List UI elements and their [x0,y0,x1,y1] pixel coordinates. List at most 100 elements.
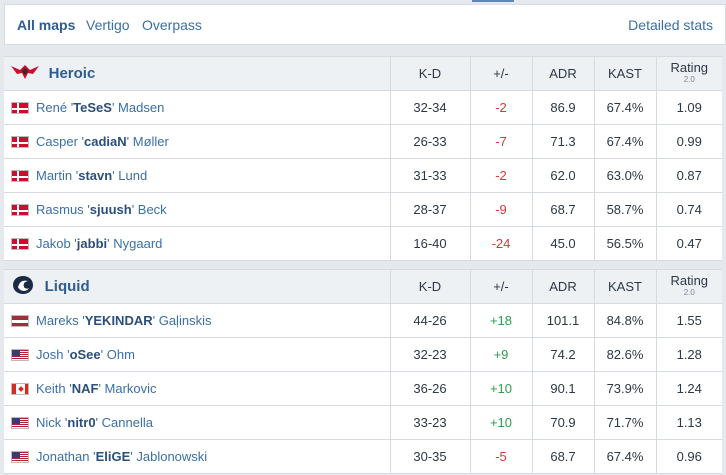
table-row: Keith 'NAF' Markovic 36-26 +10 90.1 73.9… [4,371,722,406]
kast-value: 63.0% [593,158,656,193]
adr-value: 70.9 [531,405,594,440]
col-adr: ADR [531,56,594,91]
adr-value: 68.7 [531,439,594,474]
tab-all-maps[interactable]: All maps [17,17,76,33]
player-link[interactable]: Martin 'stavn' Lund [36,168,148,184]
plus-minus-value: +10 [469,405,532,440]
player-link[interactable]: René 'TeSeS' Madsen [36,100,165,116]
table-row: Josh 'oSee' Ohm 32-23 +9 74.2 82.6% 1.28 [4,337,722,372]
player-link[interactable]: Josh 'oSee' Ohm [36,347,135,363]
col-kd: K-D [389,269,470,304]
player-link[interactable]: Rasmus 'sjuush' Beck [36,202,167,218]
map-tabs-bar: All maps Vertigo Overpass Detailed stats [4,4,726,45]
col-kast: KAST [593,269,656,304]
denmark-flag-icon [11,102,29,115]
col-plus-minus: +/- [469,269,532,304]
kd-value: 28-37 [389,192,470,227]
adr-value: 101.1 [531,303,594,338]
kast-value: 67.4% [593,90,656,125]
col-kast: KAST [593,56,656,91]
adr-value: 71.3 [531,124,594,159]
table-row: Rasmus 'sjuush' Beck 28-37 -9 68.7 58.7%… [4,192,722,227]
rating-value: 0.74 [655,192,722,227]
table-header: Liquid K-D +/- ADR KAST Rating 2.0 [4,269,722,304]
adr-value: 62.0 [531,158,594,193]
kast-value: 71.7% [593,405,656,440]
table-row: Jonathan 'EliGE' Jablonowski 30-35 -5 68… [4,439,722,474]
plus-minus-value: -9 [469,192,532,227]
table-row: Jakob 'jabbi' Nygaard 16-40 -24 45.0 56.… [4,226,722,261]
table-row: René 'TeSeS' Madsen 32-34 -2 86.9 67.4% … [4,90,722,125]
rating-value: 0.87 [655,158,722,193]
plus-minus-value: +9 [469,337,532,372]
plus-minus-value: -24 [469,226,532,261]
player-cell: Martin 'stavn' Lund [4,158,390,193]
adr-value: 74.2 [531,337,594,372]
usa-flag-icon [11,451,29,464]
player-link[interactable]: Jonathan 'EliGE' Jablonowski [36,449,208,465]
table-row: Casper 'cadiaN' Møller 26-33 -7 71.3 67.… [4,124,722,159]
latvia-flag-icon [11,315,29,328]
tab-vertigo[interactable]: Vertigo [86,17,130,33]
kast-value: 82.6% [593,337,656,372]
player-cell: René 'TeSeS' Madsen [4,90,390,125]
player-cell: Casper 'cadiaN' Møller [4,124,390,159]
tab-overpass[interactable]: Overpass [142,17,202,33]
denmark-flag-icon [11,136,29,149]
plus-minus-value: +18 [469,303,532,338]
kast-value: 84.8% [593,303,656,338]
player-link[interactable]: Casper 'cadiaN' Møller [36,134,169,150]
plus-minus-value: +10 [469,371,532,406]
player-cell: Jonathan 'EliGE' Jablonowski [4,439,390,474]
rating-value: 0.99 [655,124,722,159]
team-name[interactable]: Heroic [48,65,96,82]
canada-flag-icon [11,383,29,396]
player-cell: Rasmus 'sjuush' Beck [4,192,390,227]
col-rating: Rating 2.0 [655,56,722,91]
col-rating-label: Rating [670,59,709,75]
kast-value: 67.4% [593,124,656,159]
heroic-logo-icon [11,64,39,83]
team-header: Heroic [4,56,390,91]
player-link[interactable]: Nick 'nitr0' Cannella [36,415,153,431]
rating-value: 1.13 [655,405,722,440]
team-stats-table-liquid: Liquid K-D +/- ADR KAST Rating 2.0 Marek… [4,269,722,474]
player-link[interactable]: Jakob 'jabbi' Nygaard [36,236,163,252]
table-row: Martin 'stavn' Lund 31-33 -2 62.0 63.0% … [4,158,722,193]
kd-value: 44-26 [389,303,470,338]
kd-value: 32-23 [389,337,470,372]
kast-value: 58.7% [593,192,656,227]
kast-value: 56.5% [593,226,656,261]
table-row: Mareks 'YEKINDAR' Gaļinskis 44-26 +18 10… [4,303,722,338]
player-link[interactable]: Keith 'NAF' Markovic [36,381,157,397]
usa-flag-icon [11,349,29,362]
kd-value: 16-40 [389,226,470,261]
adr-value: 86.9 [531,90,594,125]
active-tab-indicator [472,0,514,2]
player-cell: Jakob 'jabbi' Nygaard [4,226,390,261]
rating-value: 0.47 [655,226,722,261]
col-rating-version: 2.0 [683,74,695,84]
player-link[interactable]: Mareks 'YEKINDAR' Gaļinskis [36,313,212,329]
kd-value: 26-33 [389,124,470,159]
kd-value: 36-26 [389,371,470,406]
rating-value: 1.28 [655,337,722,372]
team-name[interactable]: Liquid [44,278,90,295]
team-stats-table-heroic: Heroic K-D +/- ADR KAST Rating 2.0 René … [4,56,722,261]
player-cell: Mareks 'YEKINDAR' Gaļinskis [4,303,390,338]
detailed-stats-link[interactable]: Detailed stats [628,17,713,33]
col-kd: K-D [389,56,470,91]
kd-value: 32-34 [389,90,470,125]
col-plus-minus: +/- [469,56,532,91]
denmark-flag-icon [11,238,29,251]
kd-value: 31-33 [389,158,470,193]
kast-value: 67.4% [593,439,656,474]
col-rating: Rating 2.0 [655,269,722,304]
plus-minus-value: -2 [469,90,532,125]
rating-value: 0.96 [655,439,722,474]
player-cell: Keith 'NAF' Markovic [4,371,390,406]
player-cell: Nick 'nitr0' Cannella [4,405,390,440]
team-header: Liquid [4,269,390,304]
adr-value: 45.0 [531,226,594,261]
col-adr: ADR [531,269,594,304]
